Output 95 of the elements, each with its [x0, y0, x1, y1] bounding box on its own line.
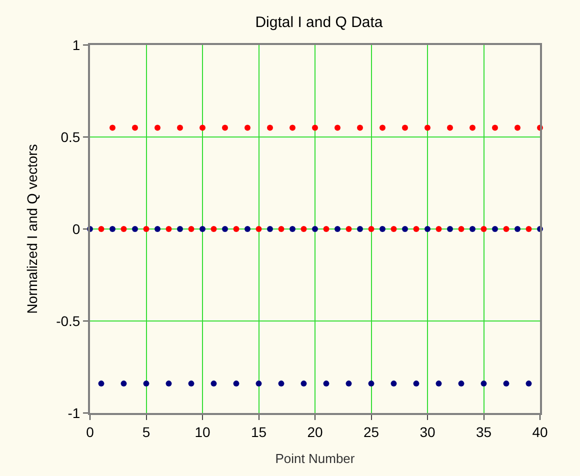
x-tick-label: 30	[420, 424, 436, 440]
point	[368, 380, 374, 387]
point	[312, 226, 318, 232]
y-tick-label: 1	[72, 36, 80, 53]
point	[346, 226, 352, 232]
point	[98, 226, 104, 232]
point	[380, 226, 386, 232]
point	[368, 226, 374, 232]
x-tick-label: 10	[194, 424, 210, 440]
x-tick-label: 20	[307, 424, 323, 440]
point	[357, 226, 363, 232]
point	[503, 380, 510, 387]
point	[334, 226, 340, 232]
x-tick-label: 35	[476, 424, 492, 440]
point	[210, 380, 217, 387]
point	[143, 380, 150, 387]
point	[233, 226, 240, 232]
point	[200, 226, 206, 232]
point	[413, 380, 420, 387]
x-tick-label: 25	[363, 424, 380, 440]
point	[312, 124, 318, 131]
point	[526, 226, 532, 232]
point	[244, 226, 250, 232]
point	[424, 226, 430, 232]
point	[256, 226, 262, 232]
point	[436, 380, 442, 387]
point	[120, 380, 127, 387]
point	[244, 124, 250, 131]
point	[402, 124, 408, 131]
point	[120, 226, 127, 232]
point	[267, 226, 273, 232]
point	[300, 380, 307, 387]
y-tick-label: 0	[72, 220, 80, 237]
y-tick-label: 0.5	[60, 128, 80, 145]
point	[166, 226, 172, 232]
x-tick-label: 40	[532, 424, 548, 440]
point	[132, 226, 138, 232]
x-tick-label: 5	[142, 424, 150, 440]
point	[424, 124, 430, 131]
point	[447, 226, 453, 232]
point	[177, 124, 183, 131]
point	[447, 124, 453, 131]
point	[413, 226, 420, 232]
point	[110, 226, 116, 232]
y-tick-label: -0.5	[56, 312, 80, 329]
point	[458, 380, 464, 387]
point	[154, 226, 160, 232]
point	[278, 380, 284, 387]
point	[267, 124, 273, 131]
point	[290, 226, 296, 232]
point	[110, 124, 116, 131]
point	[154, 124, 160, 131]
point	[323, 226, 330, 232]
x-tick-label: 15	[250, 424, 267, 440]
point	[480, 226, 487, 232]
y-tick-label: -1	[68, 404, 80, 421]
point	[334, 124, 340, 131]
point	[390, 380, 397, 387]
point	[503, 226, 510, 232]
point	[380, 124, 386, 131]
point	[200, 124, 206, 131]
point	[346, 380, 352, 387]
point	[132, 124, 138, 131]
point	[300, 226, 307, 232]
point	[323, 380, 330, 387]
point	[526, 380, 532, 387]
point	[514, 226, 520, 232]
point	[492, 226, 498, 232]
point	[233, 380, 240, 387]
point	[222, 124, 228, 131]
point	[480, 380, 487, 387]
point	[390, 226, 397, 232]
chart-title: Digtal I and Q Data	[255, 14, 384, 32]
point	[143, 226, 150, 232]
point	[188, 226, 194, 232]
point	[222, 226, 228, 232]
point	[357, 124, 363, 131]
point	[402, 226, 408, 232]
point	[166, 380, 172, 387]
point	[210, 226, 217, 232]
point	[177, 226, 183, 232]
point	[278, 226, 284, 232]
point	[458, 226, 464, 232]
point	[492, 124, 498, 131]
point	[290, 124, 296, 131]
point	[470, 124, 476, 131]
x-tick-label: 0	[86, 424, 94, 440]
y-axis-title: Normalized I and Q vectors	[24, 144, 40, 314]
point	[514, 124, 520, 131]
x-axis-title: Point Number	[275, 450, 356, 466]
point	[436, 226, 442, 232]
point	[98, 380, 104, 387]
point	[188, 380, 194, 387]
point	[256, 380, 262, 387]
point	[470, 226, 476, 232]
